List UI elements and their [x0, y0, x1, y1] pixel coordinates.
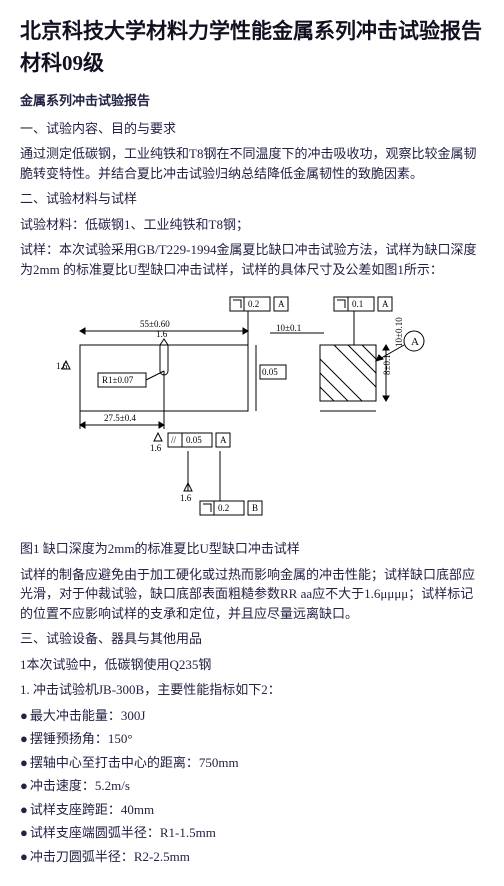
spec-item: 最大冲击能量：300J — [20, 706, 484, 726]
dim-10b: 10±0.10 — [394, 317, 404, 347]
tol-02: 0.2 — [248, 299, 259, 309]
datum-a: A — [278, 299, 285, 309]
spec-item: 摆轴中心至打击中心的距离：750mm — [20, 753, 484, 773]
datum-a-balloon: A — [411, 336, 419, 348]
section3-heading: 三、试验设备、器具与其他用品 — [20, 629, 484, 649]
spec-list: 最大冲击能量：300J 摆锤预扬角：150° 摆轴中心至打击中心的距离：750m… — [20, 706, 484, 867]
section2-note: 试样的制备应避免由于加工硬化或过热而影响金属的冲击性能；试样缺口底部应光滑，对于… — [20, 565, 484, 624]
dim-8: 8±0.1 — [382, 354, 392, 375]
page-title: 北京科技大学材料力学性能金属系列冲击试验报告材科09级 — [20, 16, 484, 79]
dim-275: 27.5±0.4 — [104, 413, 136, 423]
tol-005: 0.05 — [186, 435, 202, 445]
spec-item: 试样支座跨距：40mm — [20, 800, 484, 820]
section3-line1: 1本次试验中，低碳钢使用Q235钢 — [20, 655, 484, 675]
tol-02b: 0.2 — [218, 503, 229, 513]
figure-diagram: 0.2 A 0.1 A 55±0.60 10±0.1 1.6 — [20, 291, 484, 531]
surf-16c: 1.6 — [150, 443, 162, 453]
tol-005b: 0.05 — [262, 367, 278, 377]
spec-item: 冲击速度：5.2m/s — [20, 776, 484, 796]
spec-item: 冲击刀圆弧半径：R2-2.5mm — [20, 847, 484, 867]
section2-heading: 二、试验材料与试样 — [20, 189, 484, 209]
figure-caption: 图1 缺口深度为2mm的标准夏比U型缺口冲击试样 — [20, 539, 484, 559]
datum-a3: A — [220, 435, 227, 445]
section2-specimen: 试样：本次试验采用GB/T229-1994金属夏比缺口冲击试验方法，试样为缺口深… — [20, 240, 484, 279]
spec-item: 试样支座端圆弧半径：R1-1.5mm — [20, 823, 484, 843]
datum-a2: A — [382, 299, 389, 309]
subtitle: 金属系列冲击试验报告 — [20, 91, 484, 111]
section3-line2: 1. 冲击试验机JB-300B，主要性能指标如下2： — [20, 680, 484, 700]
spec-item: 摆锤预扬角：150° — [20, 729, 484, 749]
svg-text://: // — [171, 435, 177, 445]
tol-01: 0.1 — [352, 299, 363, 309]
surf-16d: 1.6 — [180, 493, 192, 503]
section1-body: 通过测定低碳钢，工业纯铁和T8钢在不同温度下的冲击吸收功，观察比较金属韧脆转变特… — [20, 144, 484, 183]
datum-b: B — [252, 503, 258, 513]
dim-55: 55±0.60 — [140, 319, 170, 329]
dim-10a: 10±0.1 — [276, 323, 301, 333]
section1-heading: 一、试验内容、目的与要求 — [20, 119, 484, 139]
surf-16a: 1.6 — [156, 329, 168, 339]
dim-r1: R1±0.07 — [102, 375, 134, 385]
section2-material: 试验材料：低碳钢1、工业纯铁和T8钢； — [20, 215, 484, 235]
